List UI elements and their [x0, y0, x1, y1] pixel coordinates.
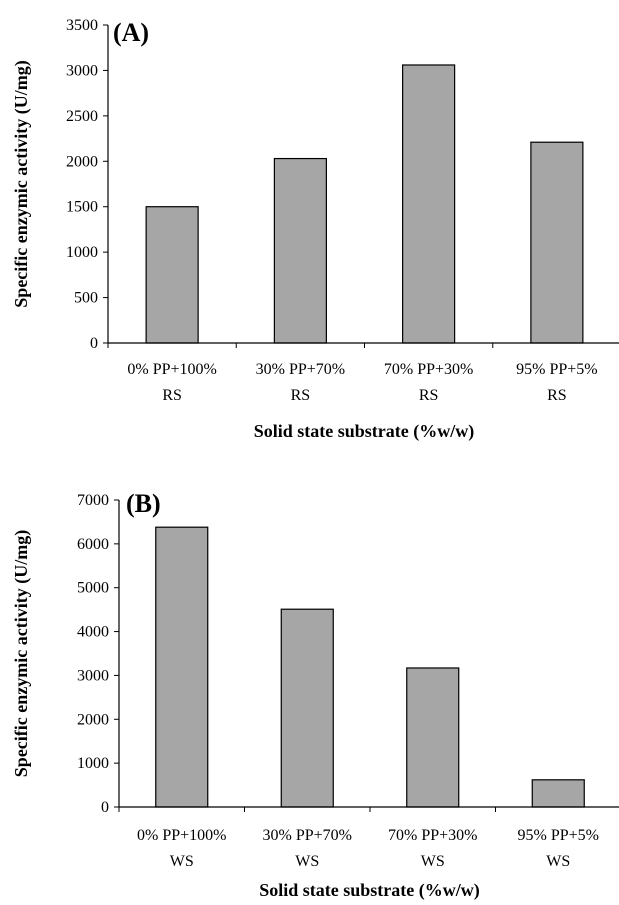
chart-b-category-label-2: 70% PP+30% WS [388, 827, 477, 870]
chart-a-bar-2 [402, 64, 456, 344]
chart-b-ytick-label-5: 5000 [77, 580, 109, 597]
chart-b-category-label-2-line-2: WS [421, 853, 445, 870]
chart-a-bar-3 [530, 141, 584, 344]
chart-a-category-label-0: 0% PP+100% RS [127, 361, 216, 404]
chart-b-ytick-label-1: 1000 [77, 755, 109, 772]
chart-b-ytick-label-7: 7000 [77, 492, 109, 509]
chart-b-ytick-label-0: 0 [101, 799, 109, 816]
chart-a-ytick-label-6: 3000 [66, 62, 98, 79]
chart-b-category-label-1-line-1: 30% PP+70% [263, 827, 352, 844]
chart-a-bar-0 [145, 206, 199, 344]
chart-b-category-label-3-line-1: 95% PP+5% [518, 827, 599, 844]
chart-a-category-label-2-line-1: 70% PP+30% [384, 361, 473, 378]
chart-b-category-label-3: 95% PP+5% WS [518, 827, 599, 870]
chart-b-bar-0 [155, 526, 209, 808]
chart-a-ytick-label-1: 500 [74, 290, 98, 307]
chart-a-category-label-0-line-1: 0% PP+100% [127, 361, 216, 378]
chart-b: 0 1000 2000 3000 4000 5000 6000 7000 0% PP+100% W… [11, 489, 619, 901]
chart-b-category-label-1-line-2: WS [295, 853, 319, 870]
chart-a-category-label-1-line-1: 30% PP+70% [256, 361, 345, 378]
chart-a-category-label-2: 70% PP+30% RS [384, 361, 473, 404]
chart-a-category-label-0-line-2: RS [162, 387, 182, 404]
chart-b-category-label-2-line-1: 70% PP+30% [388, 827, 477, 844]
chart-a-y-axis-title: Specific enzymic activity (U/mg) [11, 60, 32, 307]
chart-a-category-label-3-line-1: 95% PP+5% [516, 361, 597, 378]
chart-a-panel-label: (A) [113, 18, 149, 47]
chart-b-ytick-label-3: 3000 [77, 667, 109, 684]
chart-b-bar-2 [406, 667, 460, 808]
chart-b-bar-1 [280, 608, 334, 808]
chart-a-x-axis-title: Solid state substrate (%w/w) [254, 421, 475, 442]
chart-a-ytick-label-0: 0 [90, 335, 98, 352]
chart-b-ytick-label-4: 4000 [77, 624, 109, 641]
chart-a-category-label-3: 95% PP+5% RS [516, 361, 597, 404]
chart-a-category-label-1-line-2: RS [291, 387, 311, 404]
chart-b-bar-3 [531, 779, 585, 808]
chart-a-ytick-label-4: 2000 [66, 153, 98, 170]
chart-a-ytick-label-2: 1000 [66, 244, 98, 261]
chart-a-bar-1 [273, 157, 327, 344]
chart-b-panel-label: (B) [126, 489, 161, 518]
chart-b-ytick-label-6: 6000 [77, 536, 109, 553]
chart-b-category-label-3-line-2: WS [546, 853, 570, 870]
chart-a-ytick-label-7: 3500 [66, 17, 98, 34]
chart-a-category-label-3-line-2: RS [547, 387, 567, 404]
chart-b-category-label-0: 0% PP+100% WS [137, 827, 226, 870]
chart-b-ytick-label-2: 2000 [77, 711, 109, 728]
chart-b-category-label-1: 30% PP+70% WS [263, 827, 352, 870]
chart-b-y-axis-title: Specific enzymic activity (U/mg) [11, 530, 32, 777]
chart-a-category-label-1: 30% PP+70% RS [256, 361, 345, 404]
chart-b-category-label-0-line-2: WS [170, 853, 194, 870]
chart-b-category-label-0-line-1: 0% PP+100% [137, 827, 226, 844]
chart-a: 0 500 1000 1500 2000 2500 3000 3500 0% PP+100% RS… [11, 17, 619, 442]
chart-a-ytick-label-3: 1500 [66, 199, 98, 216]
chart-a-ytick-label-5: 2500 [66, 108, 98, 125]
chart-a-category-label-2-line-2: RS [419, 387, 439, 404]
chart-b-x-axis-title: Solid state substrate (%w/w) [259, 880, 480, 901]
